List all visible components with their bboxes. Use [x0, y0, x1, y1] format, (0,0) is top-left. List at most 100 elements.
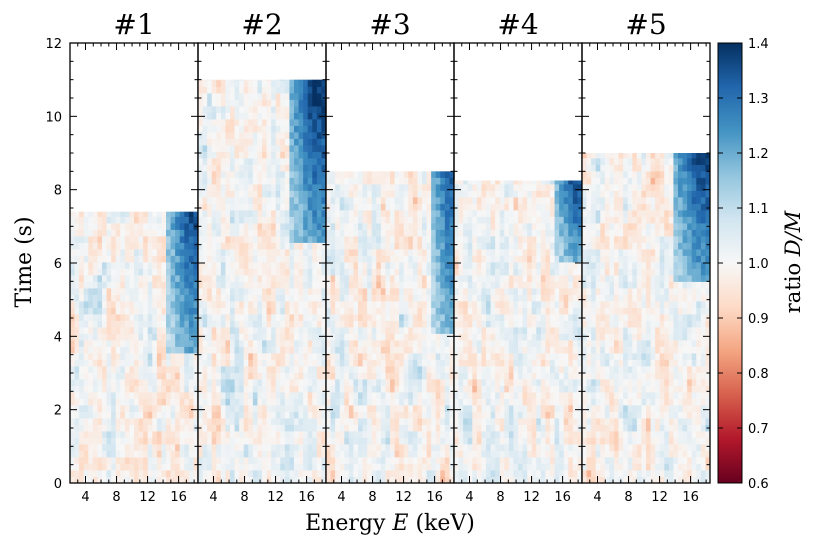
heatmap-cell	[152, 444, 158, 451]
heatmap-cell	[495, 444, 501, 451]
heatmap-cell	[252, 385, 258, 393]
heatmap-cell	[134, 359, 139, 367]
heatmap-cell	[257, 437, 263, 445]
heatmap-cell	[367, 346, 373, 354]
heatmap-cell	[545, 444, 551, 451]
heatmap-cell	[252, 93, 258, 100]
heatmap-cell	[175, 431, 181, 438]
heatmap-cell	[399, 450, 405, 458]
heatmap-cell	[193, 268, 199, 276]
heatmap-cell	[376, 262, 382, 269]
heatmap-cell	[412, 333, 418, 341]
heatmap-cell	[243, 353, 249, 360]
heatmap-cell	[220, 158, 226, 165]
heatmap-cell	[220, 437, 226, 445]
heatmap-cell	[239, 106, 245, 113]
heatmap-cell	[303, 268, 309, 276]
heatmap-cell	[417, 470, 423, 477]
heatmap-cell	[321, 249, 327, 256]
heatmap-cell	[198, 437, 203, 445]
heatmap-cell	[257, 184, 263, 191]
heatmap-cell	[74, 223, 80, 230]
heatmap-cell	[271, 418, 277, 425]
heatmap-cell	[316, 366, 322, 373]
heatmap-cell	[298, 112, 304, 120]
heatmap-cell	[330, 203, 336, 211]
heatmap-cell	[188, 437, 194, 445]
heatmap-cell	[330, 294, 336, 302]
heatmap-cell	[426, 372, 432, 380]
heatmap-cell	[572, 437, 578, 445]
x-tick-label: 12	[267, 490, 284, 505]
heatmap-cell	[211, 398, 217, 406]
heatmap-cell	[298, 86, 304, 94]
heatmap-cell	[454, 463, 459, 471]
heatmap-cell	[390, 333, 395, 341]
heatmap-cell	[234, 242, 240, 250]
heatmap-cell	[156, 242, 162, 250]
heatmap-cell	[294, 112, 299, 120]
heatmap-cell	[211, 203, 217, 211]
heatmap-cell	[358, 340, 363, 347]
heatmap-cell	[417, 418, 423, 425]
heatmap-cell	[170, 411, 176, 419]
heatmap-cell	[312, 275, 318, 282]
heatmap-cell	[202, 307, 208, 315]
heatmap-cell	[202, 138, 208, 146]
heatmap-cell	[403, 268, 409, 276]
heatmap-cell	[134, 255, 139, 263]
heatmap-cell	[335, 372, 341, 380]
heatmap-cell	[193, 444, 199, 451]
heatmap-cell	[156, 470, 162, 477]
heatmap-cell	[257, 190, 263, 198]
heatmap-cell	[70, 340, 75, 347]
heatmap-cell	[380, 197, 386, 204]
heatmap-cell	[234, 405, 240, 412]
heatmap-cell	[417, 476, 423, 484]
heatmap-cell	[106, 346, 112, 354]
heatmap-cell	[312, 132, 318, 139]
heatmap-cell	[230, 106, 235, 113]
heatmap-cell	[225, 307, 231, 315]
heatmap-cell	[307, 184, 313, 191]
heatmap-cell	[129, 236, 135, 243]
heatmap-cell	[243, 171, 249, 178]
heatmap-cell	[257, 372, 263, 380]
heatmap-cell	[399, 275, 405, 282]
heatmap-cell	[70, 379, 75, 386]
heatmap-cell	[408, 327, 414, 334]
heatmap-cell	[262, 333, 267, 341]
heatmap-cell	[120, 340, 126, 347]
heatmap-cell	[440, 411, 446, 419]
heatmap-cell	[252, 275, 258, 282]
heatmap-cell	[271, 184, 277, 191]
heatmap-cell	[303, 151, 309, 159]
heatmap-cell	[88, 223, 94, 230]
heatmap-cell	[422, 184, 427, 191]
heatmap-cell	[435, 288, 441, 295]
heatmap-cell	[143, 411, 149, 419]
heatmap-cell	[422, 385, 427, 393]
heatmap-cell	[312, 437, 318, 445]
heatmap-cell	[266, 392, 272, 399]
heatmap-cell	[371, 470, 377, 477]
heatmap-cell	[335, 275, 341, 282]
heatmap-cell	[216, 340, 222, 347]
heatmap-cell	[280, 171, 286, 178]
heatmap-cell	[257, 314, 263, 321]
heatmap-cell	[170, 476, 176, 484]
heatmap-cell	[124, 353, 130, 360]
heatmap-cell	[426, 184, 432, 191]
heatmap-cell	[326, 281, 331, 289]
heatmap-cell	[303, 392, 309, 399]
heatmap-cell	[426, 359, 432, 367]
heatmap-cell	[83, 229, 89, 237]
heatmap-cell	[225, 470, 231, 477]
heatmap-cell	[106, 340, 112, 347]
heatmap-cell	[138, 372, 144, 380]
heatmap-cell	[166, 366, 171, 373]
heatmap-cell	[303, 431, 309, 438]
heatmap-cell	[220, 307, 226, 315]
heatmap-cell	[111, 242, 117, 250]
heatmap-cell	[134, 463, 139, 471]
